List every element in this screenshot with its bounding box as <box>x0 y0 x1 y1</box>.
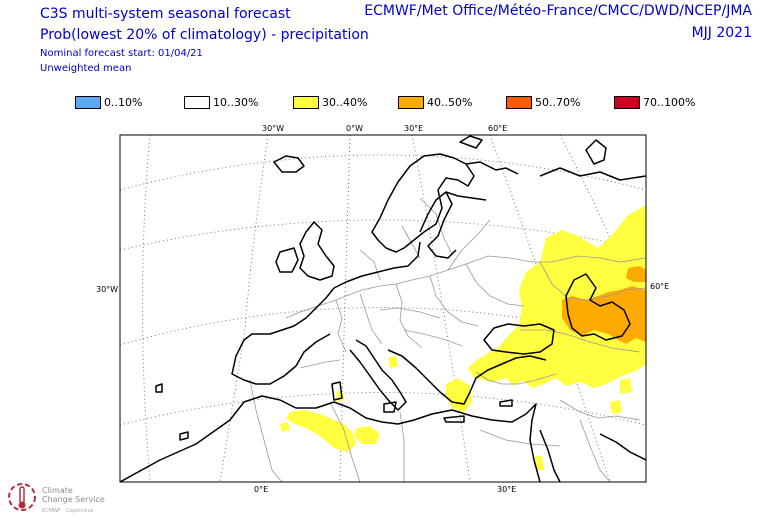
logo-text: Climate Change Service <box>42 486 105 504</box>
svalbard-coast <box>459 135 483 149</box>
legend-item-2: 30..40% <box>293 96 367 109</box>
caspian-coast <box>565 273 631 341</box>
cyprus-coast <box>499 399 513 407</box>
logo-line-1: Climate <box>42 486 73 495</box>
north-africa-coast <box>120 395 541 482</box>
mainland-coast <box>333 241 421 289</box>
map-frame <box>119 134 647 483</box>
label-top-60e: 60°E <box>488 124 507 133</box>
gulf-of-finland <box>445 191 487 201</box>
label-left-30w: 30°W <box>96 285 118 294</box>
legend-label-5: 70..100% <box>643 96 696 109</box>
black-sea-coast <box>483 323 555 355</box>
azores-coast <box>155 383 163 393</box>
country-borders <box>249 197 646 482</box>
balkan-coast <box>387 349 547 405</box>
italy-coast <box>349 339 407 411</box>
yellow-area-aegean <box>446 378 472 412</box>
label-bottom-0e: 0°E <box>254 485 268 494</box>
yellow-spot-4 <box>620 378 632 394</box>
yellow-area-egypt <box>354 426 380 444</box>
centres: ECMWF/Met Office/Météo-France/CMCC/DWD/N… <box>364 3 752 19</box>
legend: 0..10% 10..30% 30..40% 40..50% 50..70% 7… <box>0 96 760 112</box>
ireland-coast <box>275 247 299 273</box>
legend-item-0: 0..10% <box>75 96 142 109</box>
yellow-spot-3 <box>610 400 622 414</box>
scandinavia-coast <box>371 153 475 253</box>
legend-swatch-4 <box>506 96 532 109</box>
arctic-coast <box>539 167 646 181</box>
legend-swatch-0 <box>75 96 101 109</box>
label-top-30e: 30°E <box>404 124 423 133</box>
logo-small-text: ECMWF · Copernicus <box>42 508 94 514</box>
legend-label-3: 40..50% <box>427 96 473 109</box>
coastlines <box>120 135 646 482</box>
baltic-coast <box>419 191 457 259</box>
crete-coast <box>443 415 465 423</box>
legend-swatch-2 <box>293 96 319 109</box>
legend-item-4: 50..70% <box>506 96 580 109</box>
persian-coast <box>599 433 646 461</box>
yellow-area-east <box>468 205 646 388</box>
period: MJJ 2021 <box>691 25 752 41</box>
copernicus-logo: Climate Change Service ECMWF · Copernicu… <box>6 478 106 518</box>
logo-line-2: Change Service <box>42 495 105 504</box>
label-right-60e: 60°E <box>650 282 669 291</box>
label-top-30w: 30°W <box>262 124 284 133</box>
forecast-start: Nominal forecast start: 01/04/21 <box>40 48 203 59</box>
legend-swatch-1 <box>184 96 210 109</box>
novaya-zemlya-coast <box>585 139 607 165</box>
yellow-spot-2 <box>535 456 544 470</box>
yellow-spot-1 <box>280 422 290 432</box>
sicily-coast <box>383 401 397 413</box>
atlantic-coast <box>231 287 335 381</box>
legend-item-3: 40..50% <box>398 96 472 109</box>
legend-label-2: 30..40% <box>322 96 368 109</box>
legend-swatch-3 <box>398 96 424 109</box>
subtitle: Prob(lowest 20% of climatology) - precip… <box>40 27 369 43</box>
sardinia-coast <box>331 381 343 401</box>
title: C3S multi-system seasonal forecast <box>40 6 291 22</box>
red-sea-coast <box>539 429 561 482</box>
legend-item-5: 70..100% <box>614 96 695 109</box>
label-bottom-30e: 30°E <box>497 485 516 494</box>
mean-type: Unweighted mean <box>40 63 132 74</box>
legend-item-1: 10..30% <box>184 96 258 109</box>
gb-coast <box>299 221 335 281</box>
legend-label-1: 10..30% <box>213 96 259 109</box>
legend-label-0: 0..10% <box>104 96 143 109</box>
yellow-spot-italy <box>388 356 398 368</box>
iberia-coast <box>243 333 331 385</box>
canary-coast <box>179 431 189 441</box>
orange-area-east <box>562 286 646 344</box>
yellow-area-libya <box>286 410 356 452</box>
climate-logo-icon <box>8 483 36 511</box>
probability-shading <box>280 205 646 470</box>
legend-label-4: 50..70% <box>535 96 581 109</box>
legend-swatch-5 <box>614 96 640 109</box>
kola-coast <box>465 161 519 175</box>
orange-spot-north <box>626 266 646 282</box>
label-top-0w: 0°W <box>346 124 363 133</box>
iceland-coast <box>273 155 305 173</box>
